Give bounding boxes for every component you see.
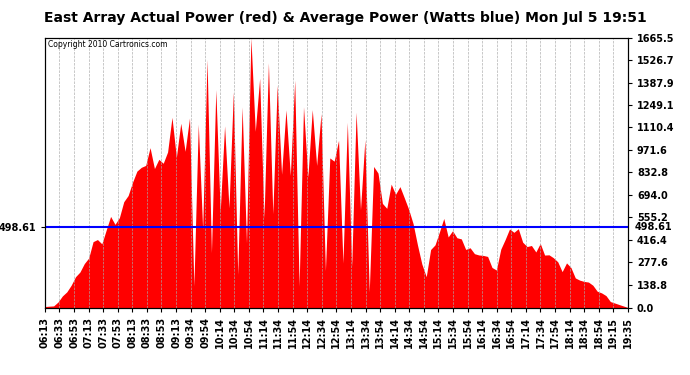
- Text: East Array Actual Power (red) & Average Power (Watts blue) Mon Jul 5 19:51: East Array Actual Power (red) & Average …: [43, 11, 647, 25]
- Text: Copyright 2010 Cartronics.com: Copyright 2010 Cartronics.com: [48, 40, 167, 49]
- Text: 498.61: 498.61: [635, 222, 673, 232]
